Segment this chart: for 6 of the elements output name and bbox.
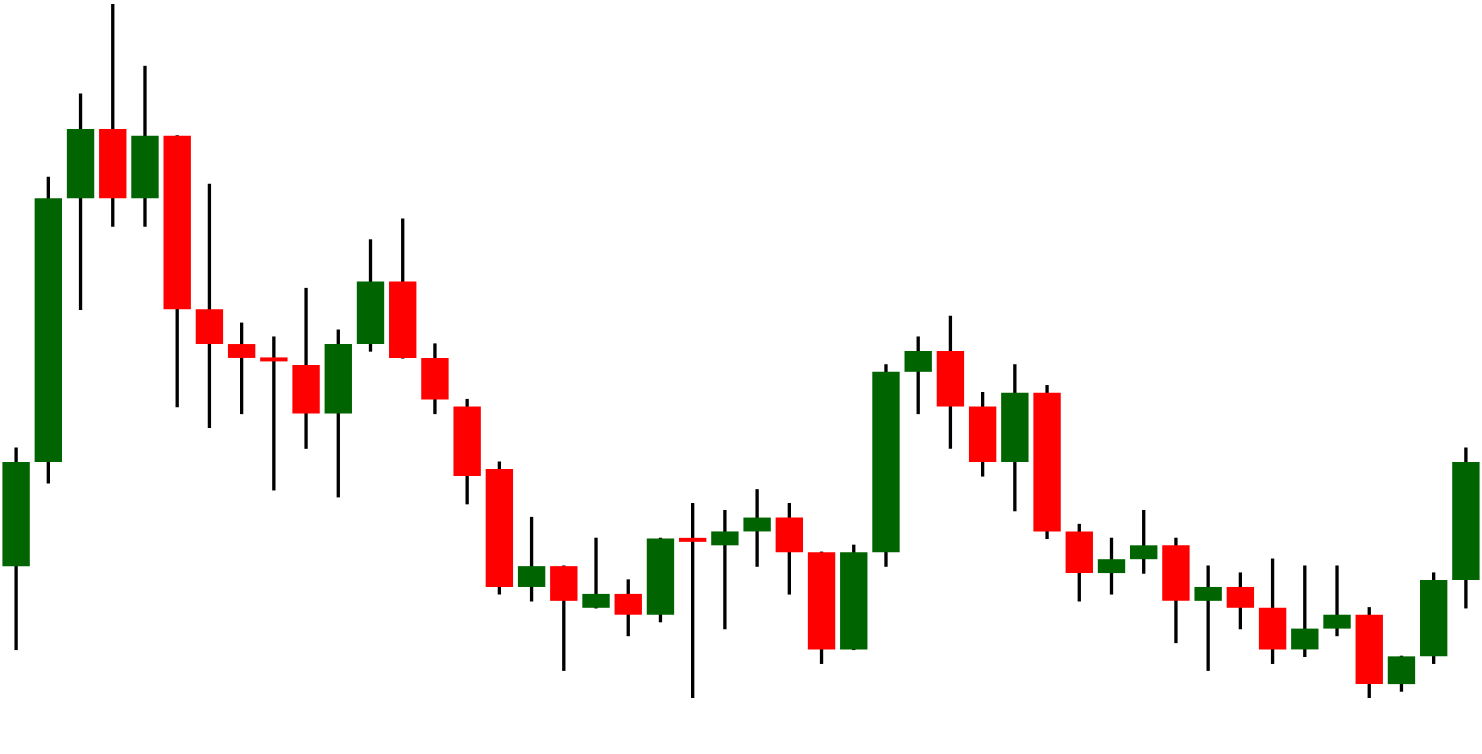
candlestick	[1323, 565, 1351, 637]
candlestick	[1194, 565, 1222, 671]
candlestick	[260, 336, 288, 491]
candlestick	[743, 489, 771, 567]
candlestick	[711, 509, 739, 630]
candlestick	[582, 537, 610, 609]
